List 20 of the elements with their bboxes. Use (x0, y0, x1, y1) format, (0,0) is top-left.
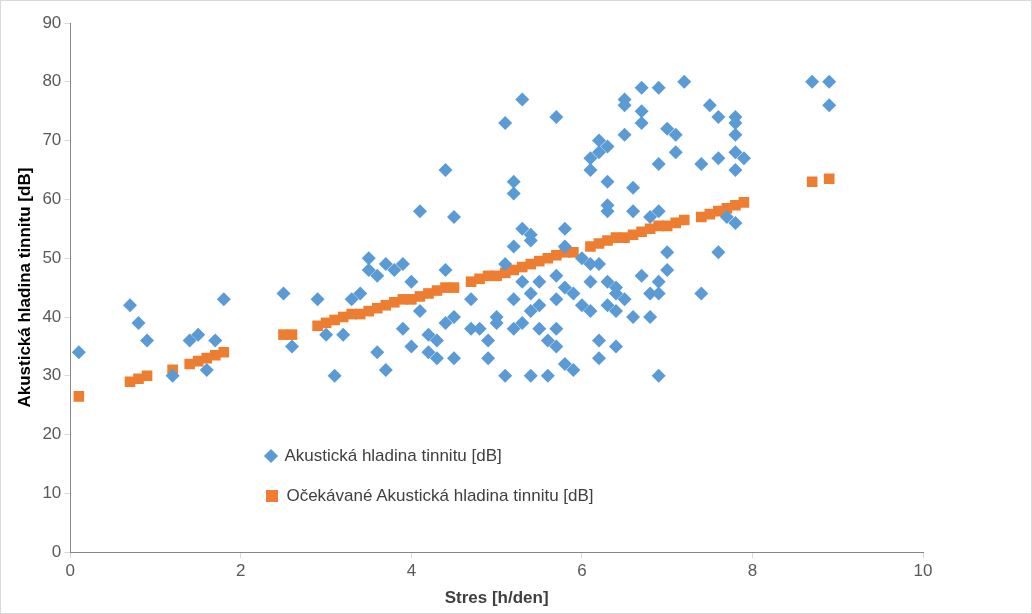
y-tick-label: 50 (42, 247, 62, 267)
y-tick-label: 30 (42, 365, 62, 385)
x-tick-label: 2 (236, 561, 246, 581)
y-tick-label: 40 (42, 306, 62, 326)
x-axis-title: Stres [h/den] (444, 588, 549, 608)
legend-label: Očekávané Akustická hladina tinnitu [dB] (286, 486, 594, 507)
y-tick-label: 70 (42, 130, 62, 150)
x-tick-label: 10 (913, 561, 933, 581)
legend-label: Akustická hladina tinnitu [dB] (284, 446, 502, 467)
y-tick-label: 90 (42, 12, 62, 32)
y-axis-title: Akustická hladina tinnitu [dB] (14, 167, 34, 408)
x-tick-label: 0 (65, 561, 76, 581)
y-tick-label: 80 (42, 71, 62, 91)
y-tick-label: 20 (42, 424, 62, 444)
x-tick-label: 8 (747, 561, 758, 581)
y-tick-label: 10 (42, 483, 62, 503)
y-tick-label: 60 (42, 189, 62, 209)
y-tick-label: 0 (51, 541, 62, 561)
x-tick-label: 6 (577, 561, 587, 581)
x-tick-label: 4 (406, 561, 417, 581)
